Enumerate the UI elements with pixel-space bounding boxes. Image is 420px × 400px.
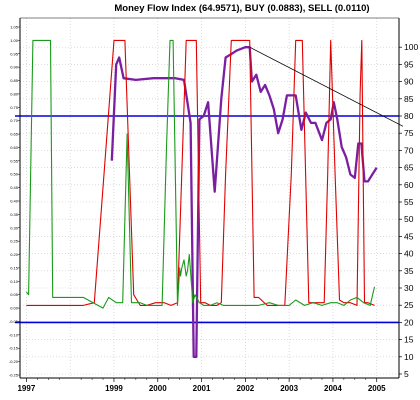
x-tick-label: 2002 bbox=[236, 384, 254, 393]
left-tick-label: 0.60 bbox=[10, 145, 19, 150]
left-tick-label: 0.35 bbox=[10, 212, 19, 217]
trend-line bbox=[249, 46, 404, 127]
x-tick-label: 2004 bbox=[324, 384, 342, 393]
left-tick-label: 1.00 bbox=[10, 38, 19, 43]
left-tick-label: 0.85 bbox=[10, 78, 19, 83]
left-tick-label: 0.75 bbox=[10, 105, 19, 110]
left-tick-label: 0.80 bbox=[10, 91, 19, 96]
right-tick-label: 50 bbox=[404, 214, 414, 224]
x-tick-label: 2000 bbox=[149, 384, 167, 393]
right-tick-label: 25 bbox=[404, 300, 414, 310]
right-tick-label: 70 bbox=[404, 145, 414, 155]
right-tick-label: 55 bbox=[404, 197, 414, 207]
x-tick-label: 1997 bbox=[17, 384, 35, 393]
right-tick-label: 65 bbox=[404, 163, 414, 173]
buy-line bbox=[25, 39, 376, 309]
right-tick-label: 15 bbox=[404, 335, 414, 345]
left-tick-label: 0.05 bbox=[10, 292, 19, 297]
sell-line bbox=[26, 39, 375, 306]
left-tick-label: 0.90 bbox=[10, 65, 19, 70]
axes bbox=[19, 17, 400, 379]
x-tick-label: 1999 bbox=[105, 384, 123, 393]
right-tick-label: 20 bbox=[404, 317, 414, 327]
reference-lines bbox=[15, 115, 399, 324]
left-tick-label: 0.70 bbox=[10, 118, 19, 123]
right-tick-label: 10 bbox=[404, 352, 414, 362]
right-tick-label: 45 bbox=[404, 231, 414, 241]
left-tick-label: -0.20 bbox=[9, 359, 19, 364]
left-tick-label: 0.40 bbox=[10, 199, 19, 204]
left-tick-label: 0.95 bbox=[10, 51, 19, 56]
left-tick-label: 0.00 bbox=[10, 306, 19, 311]
right-tick-label: 95 bbox=[404, 59, 414, 69]
right-tick-label: 60 bbox=[404, 180, 414, 190]
right-tick-label: 75 bbox=[404, 128, 414, 138]
right-tick-label: 35 bbox=[404, 266, 414, 276]
series-lines bbox=[25, 39, 404, 358]
mfi-line bbox=[110, 46, 378, 358]
left-tick-label: -0.05 bbox=[9, 319, 19, 324]
left-tick-label: 0.25 bbox=[10, 239, 19, 244]
right-tick-label: 5 bbox=[404, 369, 409, 379]
left-tick-label: -0.15 bbox=[9, 346, 19, 351]
right-tick-label: 85 bbox=[404, 94, 414, 104]
grid bbox=[20, 18, 399, 378]
left-tick-label: 1.05 bbox=[10, 25, 19, 30]
right-axis-ticks: 100 95 90 85 80 75 70 65 60 55 50 45 40 35 30 25 20 15 10 5 bbox=[399, 42, 418, 379]
x-tick-label: 2005 bbox=[368, 384, 386, 393]
right-tick-label: 90 bbox=[404, 77, 414, 87]
x-axis-ticks: 1997 1999 2000 2001 2002 2003 2004 2005 bbox=[17, 378, 386, 393]
left-tick-label: -0.10 bbox=[9, 332, 19, 337]
x-tick-label: 2003 bbox=[280, 384, 298, 393]
left-tick-label: 0.10 bbox=[10, 279, 19, 284]
x-tick-label: 2001 bbox=[193, 384, 211, 393]
left-axis-ticks: 1.05 1.00 0.95 0.90 0.85 0.80 0.75 0.70 0.65 0.60… bbox=[9, 25, 20, 378]
left-tick-label: 0.55 bbox=[10, 158, 19, 163]
left-tick-label: 0.15 bbox=[10, 265, 19, 270]
left-tick-label: 0.65 bbox=[10, 132, 19, 137]
left-tick-label: -0.25 bbox=[9, 373, 19, 378]
right-tick-label: 100 bbox=[404, 42, 418, 52]
left-tick-label: 0.30 bbox=[10, 225, 19, 230]
right-tick-label: 80 bbox=[404, 111, 414, 121]
right-tick-label: 40 bbox=[404, 249, 414, 259]
left-tick-label: 0.20 bbox=[10, 252, 19, 257]
left-tick-label: 0.50 bbox=[10, 172, 19, 177]
chart-title: Money Flow Index (64.9571), BUY (0.0883)… bbox=[114, 3, 369, 14]
right-tick-label: 30 bbox=[404, 283, 414, 293]
left-tick-label: 0.45 bbox=[10, 185, 19, 190]
